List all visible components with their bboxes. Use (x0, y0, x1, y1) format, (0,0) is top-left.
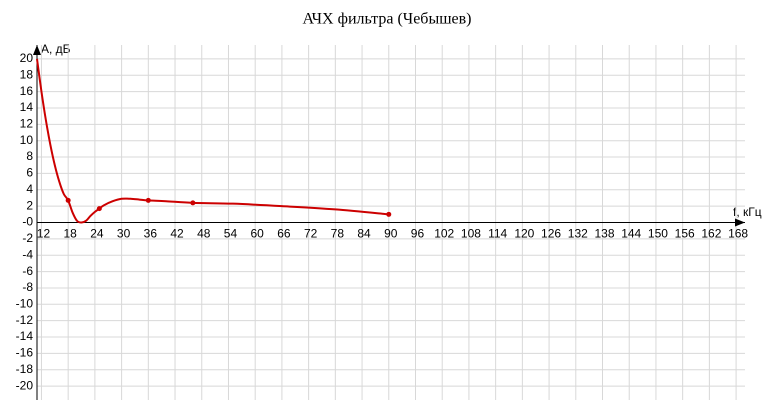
x-tick-label: 60 (251, 227, 265, 241)
y-tick-label: -16 (16, 346, 34, 360)
x-tick-label: 156 (675, 227, 695, 241)
y-tick-label: 4 (26, 182, 33, 196)
x-tick-label: 150 (648, 227, 668, 241)
y-axis-arrow (33, 45, 41, 55)
data-point (96, 206, 102, 212)
y-tick-label: -10 (16, 296, 34, 310)
x-axis-label: f, кГц (733, 205, 762, 219)
y-tick-label: -6 (22, 264, 33, 278)
y-axis-label: A, дБ (41, 42, 71, 56)
x-tick-label: 114 (488, 227, 507, 241)
data-point (65, 197, 71, 203)
x-tick-label: 168 (728, 227, 748, 241)
x-tick-label: 144 (621, 227, 641, 241)
y-tick-label: -2 (22, 231, 33, 245)
x-tick-label: 66 (277, 227, 291, 241)
x-tick-label: 72 (304, 227, 318, 241)
y-tick-label: 8 (26, 149, 33, 163)
x-tick-label: 18 (63, 227, 77, 241)
x-tick-label: 96 (411, 227, 425, 241)
x-tick-label: 138 (594, 227, 614, 241)
data-point (190, 200, 196, 206)
y-tick-label: 10 (20, 133, 34, 147)
x-tick-label: 78 (331, 227, 345, 241)
y-tick-label: 2 (26, 198, 33, 212)
y-tick-label: 6 (26, 166, 33, 180)
x-tick-label: 36 (144, 227, 158, 241)
chart-title: АЧХ фильтра (Чебышев) (303, 11, 472, 28)
y-tick-label: 16 (20, 84, 34, 98)
y-tick-label: -14 (16, 329, 34, 343)
y-tick-label: -18 (16, 362, 34, 376)
y-tick-label: 12 (20, 117, 34, 131)
series-line (36, 58, 389, 224)
y-tick-label: 18 (20, 67, 34, 81)
x-tick-label: 30 (117, 227, 131, 241)
x-tick-label: 54 (224, 227, 238, 241)
x-tick-label: 102 (434, 227, 454, 241)
x-tick-label: 126 (541, 227, 561, 241)
x-tick-label: 132 (568, 227, 588, 241)
y-tick-label: -20 (16, 378, 34, 392)
x-tick-label: 90 (384, 227, 398, 241)
x-tick-label: 84 (357, 227, 371, 241)
x-tick-label: 108 (461, 227, 481, 241)
x-tick-label: 162 (701, 227, 721, 241)
y-tick-label: -0 (22, 215, 33, 229)
y-tick-label: -12 (16, 313, 34, 327)
x-axis-arrow (735, 218, 745, 227)
y-tick-label: 14 (20, 100, 34, 114)
x-tick-label: 12 (37, 227, 51, 241)
x-tick-label: 24 (90, 227, 104, 241)
data-point (386, 211, 392, 217)
y-tick-label: 20 (20, 51, 34, 65)
x-tick-label: 42 (170, 227, 184, 241)
data-point (145, 197, 151, 203)
y-tick-label: -4 (22, 247, 33, 261)
y-tick-label: -8 (22, 280, 33, 294)
x-tick-label: 120 (514, 227, 534, 241)
x-tick-label: 48 (197, 227, 211, 241)
